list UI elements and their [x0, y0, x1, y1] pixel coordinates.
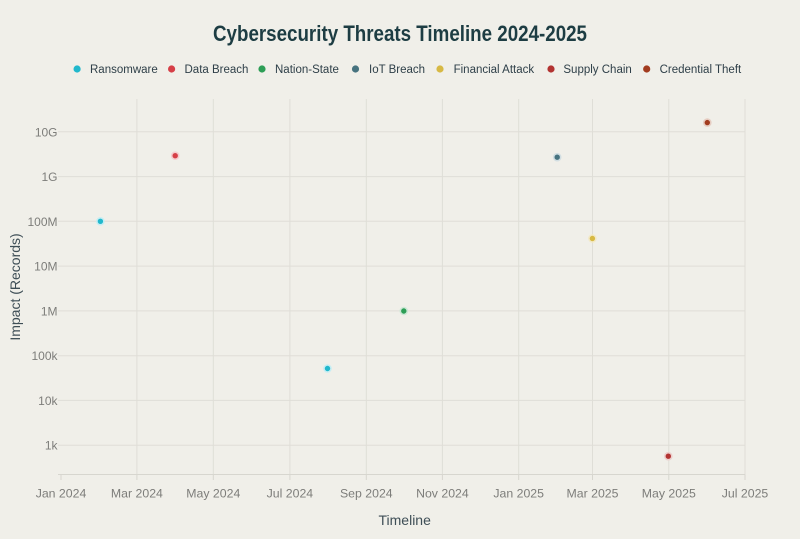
svg-text:Mar 2024: Mar 2024 — [111, 487, 163, 501]
svg-text:10k: 10k — [38, 394, 58, 408]
svg-text:Nov 2024: Nov 2024 — [416, 487, 469, 501]
svg-text:100k: 100k — [31, 349, 58, 363]
svg-text:Jul 2024: Jul 2024 — [267, 487, 314, 501]
svg-text:Credential Theft: Credential Theft — [660, 64, 742, 76]
svg-text:Nation-State: Nation-State — [275, 64, 339, 76]
svg-text:Ransomware: Ransomware — [90, 64, 158, 76]
svg-text:10G: 10G — [35, 125, 58, 139]
svg-text:1k: 1k — [45, 439, 59, 453]
svg-text:Impact (Records): Impact (Records) — [7, 233, 23, 340]
svg-text:Financial Attack: Financial Attack — [454, 64, 535, 76]
svg-text:100M: 100M — [27, 215, 57, 229]
svg-text:Jan 2025: Jan 2025 — [493, 487, 544, 501]
svg-text:10M: 10M — [34, 260, 57, 274]
svg-text:1G: 1G — [41, 170, 57, 184]
svg-text:May 2025: May 2025 — [642, 487, 696, 501]
svg-text:Jul 2025: Jul 2025 — [722, 487, 769, 501]
svg-text:Timeline: Timeline — [379, 512, 432, 528]
svg-text:Data Breach: Data Breach — [185, 64, 249, 76]
svg-text:Mar 2025: Mar 2025 — [567, 487, 619, 501]
svg-text:1M: 1M — [41, 304, 58, 318]
svg-text:Supply Chain: Supply Chain — [563, 64, 631, 76]
svg-text:Sep 2024: Sep 2024 — [340, 487, 393, 501]
svg-text:Jan 2024: Jan 2024 — [36, 487, 87, 501]
svg-text:Cybersecurity Threats Timeline: Cybersecurity Threats Timeline 2024-2025 — [213, 21, 587, 46]
svg-text:IoT Breach: IoT Breach — [369, 64, 425, 76]
svg-text:May 2024: May 2024 — [186, 487, 240, 501]
